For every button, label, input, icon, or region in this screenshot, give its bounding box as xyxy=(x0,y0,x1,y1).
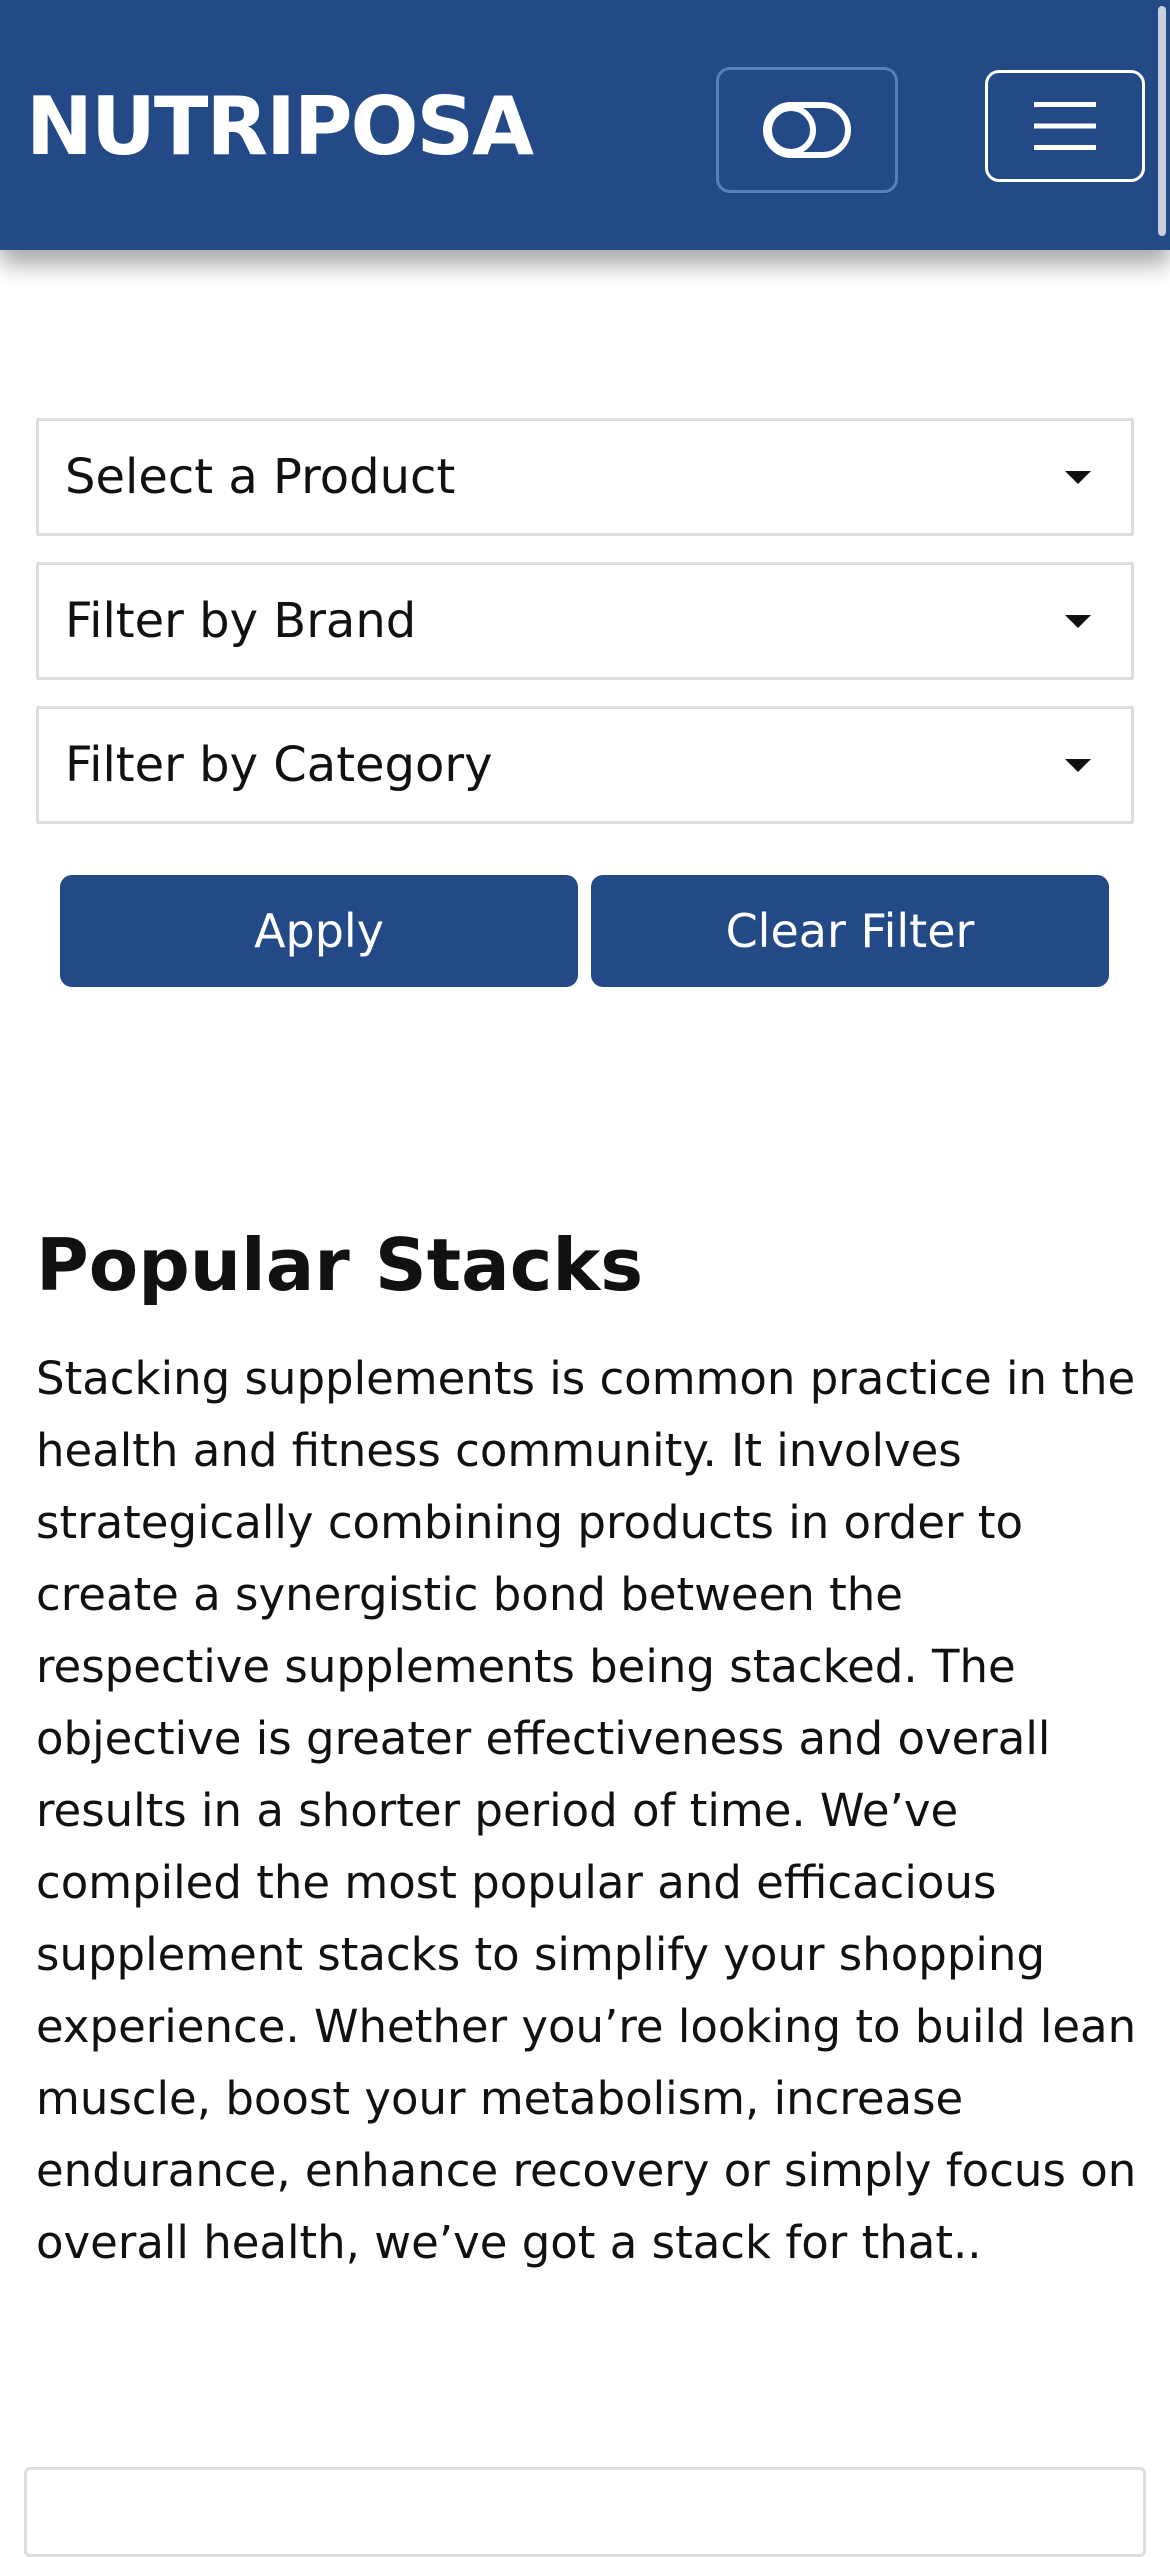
section-title: Popular Stacks xyxy=(36,1223,644,1307)
hamburger-menu-icon xyxy=(1034,102,1096,150)
product-select-label: Select a Product xyxy=(65,449,456,505)
site-header: NUTRIPOSA xyxy=(0,0,1170,250)
clear-filter-button[interactable]: Clear Filter xyxy=(591,875,1109,987)
toggle-icon xyxy=(763,102,851,158)
caret-down-icon xyxy=(1065,759,1091,772)
apply-button[interactable]: Apply xyxy=(60,875,578,987)
category-filter-select[interactable]: Filter by Category xyxy=(36,706,1134,824)
stack-card[interactable] xyxy=(24,2467,1146,2557)
scrollbar[interactable] xyxy=(1158,6,1166,236)
brand-filter-label: Filter by Brand xyxy=(65,593,417,649)
caret-down-icon xyxy=(1065,615,1091,628)
product-select[interactable]: Select a Product xyxy=(36,418,1134,536)
brand-logo[interactable]: NUTRIPOSA xyxy=(26,80,534,173)
section-description: Stacking supplements is common practice … xyxy=(36,1352,1137,2269)
theme-toggle-button[interactable] xyxy=(716,67,898,193)
menu-button[interactable] xyxy=(985,70,1145,182)
category-filter-label: Filter by Category xyxy=(65,737,493,793)
caret-down-icon xyxy=(1065,471,1091,484)
brand-filter-select[interactable]: Filter by Brand xyxy=(36,562,1134,680)
